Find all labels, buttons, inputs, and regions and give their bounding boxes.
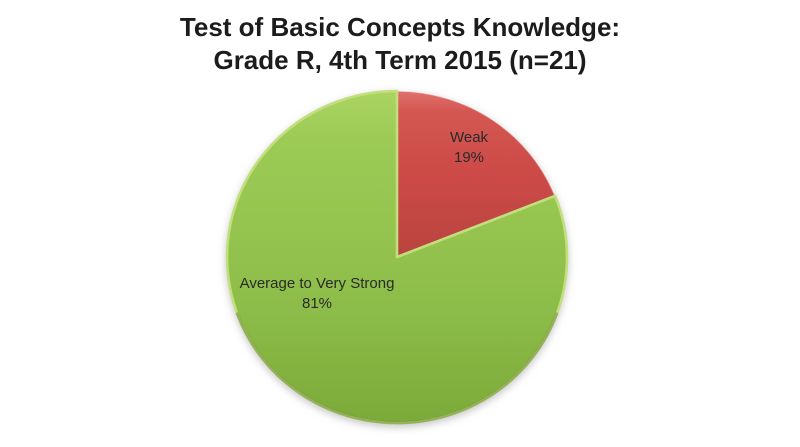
pie-slice-weak (396, 90, 556, 258)
chart-title-line-2: Grade R, 4th Term 2015 (n=21) (213, 45, 587, 75)
pie-label-weak: Weak 19% (450, 128, 488, 168)
pie-slice-average-to-very-strong (225, 89, 569, 425)
pie-bottom-rim-shading (235, 312, 559, 425)
pie-label-weak-name: Weak (449, 129, 489, 146)
pie-label-average-percent: 81% (301, 295, 333, 312)
pie-label-average-to-very-strong: Average to Very Strong 81% (240, 274, 395, 314)
chart-title-line-1: Test of Basic Concepts Knowledge: (179, 12, 621, 42)
pie-slices-group (225, 89, 569, 425)
pie-label-average-name: Average to Very Strong (239, 275, 395, 292)
chart-title: Test of Basic Concepts Knowledge: Grade … (0, 11, 800, 77)
pie-label-weak-percent: 19% (453, 149, 485, 166)
